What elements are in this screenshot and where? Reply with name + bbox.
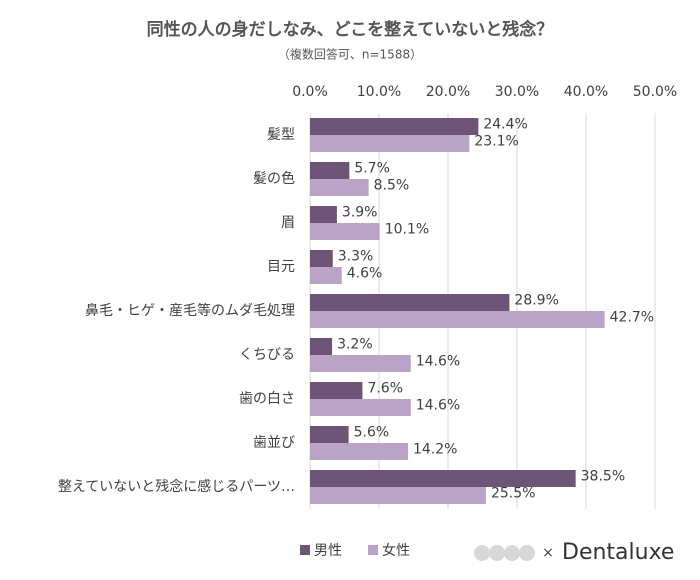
category-label: くちびる [239,347,295,363]
value-label: 24.4% [483,117,527,133]
bar [310,311,605,328]
value-label: 38.5% [581,469,625,485]
bar [310,179,369,196]
bar [310,382,363,399]
brand-separator: × [542,545,554,561]
x-tick-label: 40.0% [564,84,608,100]
chart-subtitle: （複数回答可、n=1588） [278,47,422,62]
value-label: 3.9% [342,205,378,221]
bar [310,250,333,267]
bar [310,223,380,240]
x-tick-label: 10.0% [357,84,401,100]
value-label: 5.7% [354,161,390,177]
category-label: 髪の色 [253,170,295,187]
x-tick-label: 30.0% [495,84,539,100]
bar [310,294,510,311]
value-label: 7.6% [367,381,403,397]
value-label: 4.6% [347,266,383,282]
value-label: 14.2% [413,442,457,458]
category-label: 整えていないと残念に感じるパーツ… [58,478,295,495]
legend-swatch [368,545,378,555]
category-label: 眉 [281,215,295,231]
value-label: 8.5% [374,178,410,194]
value-label: 14.6% [416,354,460,370]
bar [310,135,470,152]
bar [310,443,408,460]
value-label: 5.6% [354,425,390,441]
category-label: 髪型 [267,127,295,143]
x-tick-label: 0.0% [292,84,328,100]
category-label: 目元 [267,259,295,275]
bar [310,487,486,504]
brand: Dentaluxe [562,540,674,565]
legend-label: 女性 [382,542,410,559]
legend-swatch [300,545,310,555]
bar [310,267,342,284]
value-label: 23.1% [474,134,518,150]
legend-label: 男性 [314,543,342,559]
value-label: 3.2% [337,337,373,353]
value-label: 14.6% [416,398,460,414]
bar [310,470,576,487]
value-label: 42.7% [610,310,654,326]
category-label: 歯並び [253,435,295,451]
category-label: 歯の白さ [239,391,295,407]
x-tick-label: 20.0% [426,84,470,100]
value-label: 25.5% [491,486,535,502]
bar [310,355,411,372]
value-label: 28.9% [514,293,558,309]
category-label: 鼻毛・ヒゲ・産毛等のムダ毛処理 [85,302,295,319]
bar [310,338,333,355]
bar [310,162,350,179]
bar [310,118,479,135]
value-label: 3.3% [338,249,374,265]
value-label: 10.1% [385,222,429,238]
chart-title: 同性の人の身だしなみ、どこを整えていないと残念？ [147,19,554,40]
x-tick-label: 50.0% [633,84,677,100]
bar [310,206,337,223]
bar [310,426,349,443]
logo-icon [474,545,535,561]
bar [310,399,411,416]
